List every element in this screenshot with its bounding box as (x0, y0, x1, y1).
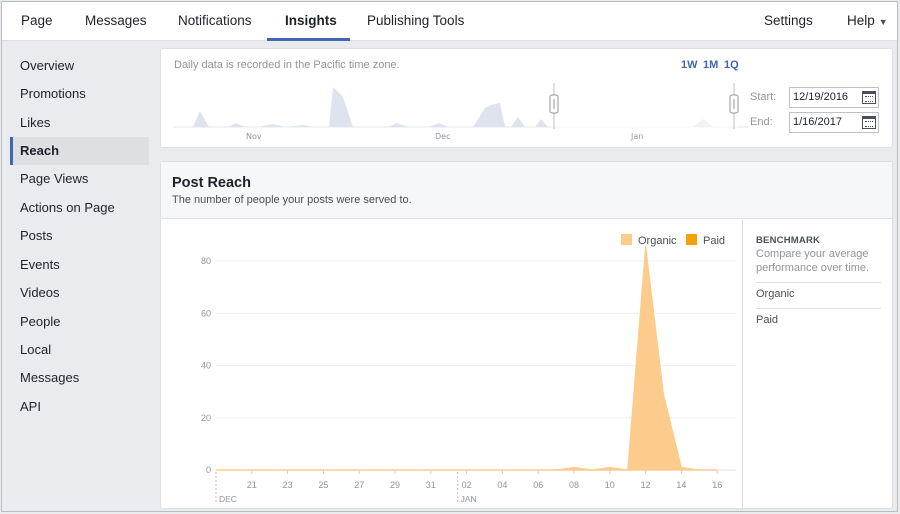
month-label: JAN (461, 494, 477, 504)
end-date-input[interactable]: 1/16/2017 (789, 112, 879, 133)
sidebar-item-videos[interactable]: Videos (20, 285, 60, 300)
x-tick-label: 29 (390, 480, 400, 490)
calendar-icon[interactable] (862, 116, 876, 129)
benchmark-row-paid[interactable]: Paid (756, 308, 881, 332)
sidebar-item-events[interactable]: Events (20, 257, 60, 272)
benchmark-row-organic[interactable]: Organic (756, 282, 881, 306)
y-tick-label: 40 (201, 361, 211, 371)
timeline-tick-jan: Jan (631, 132, 644, 141)
sidebar-item-likes[interactable]: Likes (20, 115, 51, 130)
sidebar-item-page-views[interactable]: Page Views (20, 171, 89, 186)
benchmark-panel: BENCHMARK Compare your average performan… (742, 220, 894, 510)
x-tick-label: 25 (318, 480, 328, 490)
date-range-timeline: Daily data is recorded in the Pacific ti… (160, 48, 893, 148)
timeline-tick-dec: Dec (435, 132, 451, 141)
legend-paid-label: Paid (703, 235, 726, 247)
tab-insights[interactable]: Insights (285, 13, 337, 28)
start-date-value: 12/19/2016 (793, 91, 849, 103)
x-tick-label: 10 (605, 480, 615, 490)
post-reach-subtitle: The number of people your posts were ser… (172, 194, 412, 206)
legend-swatch-paid (686, 234, 697, 245)
end-date-label: End: (750, 116, 773, 128)
help-label: Help (847, 13, 875, 28)
sidebar-item-posts[interactable]: Posts (20, 228, 53, 243)
sidebar-item-reach[interactable]: Reach (10, 137, 149, 165)
tab-messages[interactable]: Messages (85, 13, 147, 28)
y-tick-label: 20 (201, 413, 211, 423)
legend-swatch-organic (621, 234, 632, 245)
y-tick-label: 0 (206, 465, 211, 475)
range-1q-button[interactable]: 1Q (724, 59, 739, 71)
sidebar-item-local[interactable]: Local (20, 342, 52, 357)
legend-organic-label: Organic (638, 235, 677, 247)
x-tick-label: 04 (497, 480, 507, 490)
sidebar-item-people[interactable]: People (20, 314, 61, 329)
post-reach-header: Post Reach The number of people your pos… (161, 162, 892, 219)
legend-organic[interactable]: Organic (621, 234, 677, 247)
x-tick-label: 12 (641, 480, 651, 490)
start-date-input[interactable]: 12/19/2016 (789, 87, 879, 108)
benchmark-description: Compare your average performance over ti… (756, 248, 870, 274)
post-reach-chart[interactable]: 0 20 40 60 80 21 23 25 27 29 31 02 04 06 08 10 12 14 16 DEC… (161, 220, 742, 510)
range-1m-button[interactable]: 1M (703, 59, 719, 71)
calendar-icon[interactable] (862, 91, 876, 104)
x-tick-label: 23 (283, 480, 293, 490)
month-label: DEC (219, 494, 237, 504)
tab-notifications[interactable]: Notifications (178, 13, 252, 28)
x-tick-label: 08 (569, 480, 579, 490)
y-tick-label: 80 (201, 256, 211, 266)
end-date-value: 1/16/2017 (793, 116, 842, 128)
sidebar-item-api[interactable]: API (20, 399, 41, 414)
post-reach-title: Post Reach (172, 175, 251, 191)
caret-down-icon: ▼ (878, 17, 888, 27)
timezone-note: Daily data is recorded in the Pacific ti… (174, 59, 400, 71)
y-tick-label: 60 (201, 308, 211, 318)
series-area-organic (216, 245, 718, 471)
benchmark-title: BENCHMARK (756, 235, 821, 246)
range-1w-button[interactable]: 1W (681, 59, 698, 71)
x-tick-label: 16 (712, 480, 722, 490)
x-tick-label: 14 (676, 480, 686, 490)
legend-paid[interactable]: Paid (686, 234, 725, 247)
active-tab-indicator (267, 38, 350, 41)
timeline-tick-nov: Nov (246, 132, 262, 141)
x-tick-label: 31 (426, 480, 436, 490)
timeline-sparkline[interactable] (173, 83, 748, 133)
x-tick-label: 02 (462, 480, 472, 490)
sidebar-item-messages[interactable]: Messages (20, 370, 80, 385)
start-date-label: Start: (750, 91, 777, 103)
sidebar-item-actions-on-page[interactable]: Actions on Page (20, 200, 115, 215)
help-menu[interactable]: Help ▼ (847, 2, 888, 41)
tab-page[interactable]: Page (21, 13, 53, 28)
sidebar-item-promotions[interactable]: Promotions (20, 86, 86, 101)
top-navigation: Page Messages Notifications Insights Pub… (2, 2, 897, 41)
x-tick-label: 06 (533, 480, 543, 490)
tab-publishing-tools[interactable]: Publishing Tools (367, 13, 465, 28)
settings-link[interactable]: Settings (764, 13, 813, 28)
x-tick-label: 27 (354, 480, 364, 490)
post-reach-card: Post Reach The number of people your pos… (160, 161, 894, 510)
sidebar-item-overview[interactable]: Overview (20, 58, 75, 73)
x-tick-label: 21 (247, 480, 257, 490)
